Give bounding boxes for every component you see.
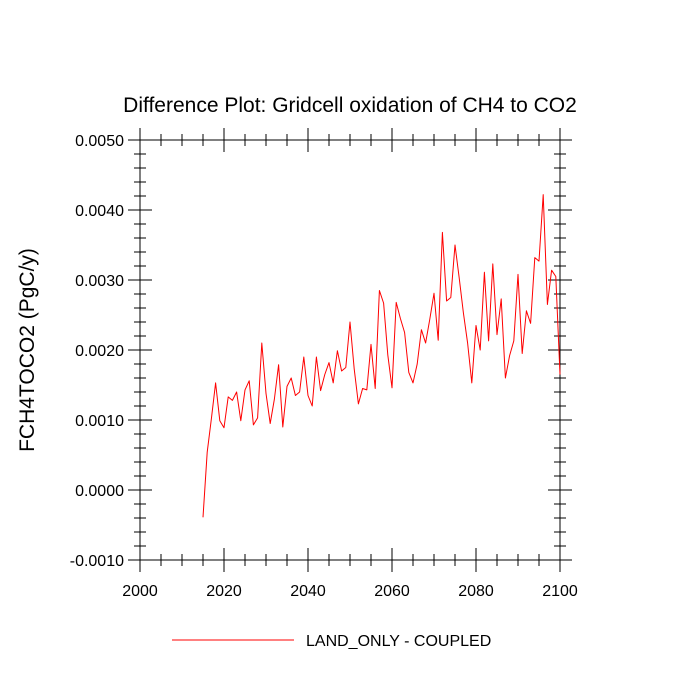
y-axis-label: FCH4TOCO2 (PgC/y) bbox=[16, 248, 39, 452]
x-tick-label: 2020 bbox=[206, 583, 242, 600]
axis-ticks bbox=[128, 128, 572, 572]
x-tick-label: 2060 bbox=[374, 583, 410, 600]
y-tick-label: 0.0020 bbox=[75, 343, 124, 360]
tick-labels: 2000 2020 2040 2060 2080 2100 -0.0010 0.0000 0.0… bbox=[70, 133, 578, 600]
y-tick-label: -0.0010 bbox=[70, 553, 124, 570]
y-tick-label: 0.0000 bbox=[75, 483, 124, 500]
x-tick-label: 2080 bbox=[458, 583, 494, 600]
y-tick-label: 0.0040 bbox=[75, 203, 124, 220]
series-line bbox=[202, 194, 561, 518]
x-tick-label: 2040 bbox=[290, 583, 326, 600]
y-tick-label: 0.0030 bbox=[75, 273, 124, 290]
y-tick-label: 0.0050 bbox=[75, 133, 124, 150]
y-tick-label: 0.0010 bbox=[75, 413, 124, 430]
plot-frame bbox=[139, 139, 561, 561]
x-tick-label: 2100 bbox=[542, 583, 578, 600]
x-tick-label: 2000 bbox=[122, 583, 158, 600]
legend-entry-label: LAND_ONLY - COUPLED bbox=[306, 633, 491, 650]
legend: LAND_ONLY - COUPLED bbox=[172, 633, 491, 650]
series-group bbox=[202, 194, 561, 518]
chart-title: Difference Plot: Gridcell oxidation of C… bbox=[123, 94, 577, 117]
